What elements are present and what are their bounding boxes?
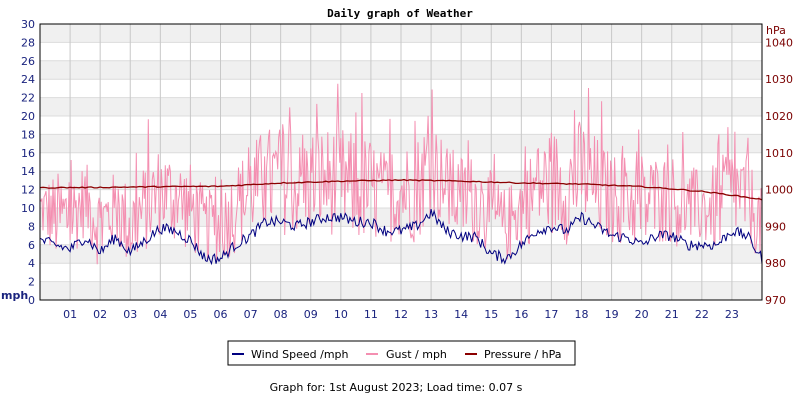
- x-tick-label: 07: [244, 308, 258, 321]
- plot-frame: [39, 23, 763, 301]
- chart-title: Daily graph of Weather: [327, 7, 473, 20]
- series-gust-line: [39, 83, 763, 265]
- series-wind-line: [39, 208, 763, 266]
- x-tick-label: 17: [544, 308, 558, 321]
- y-left-tick-label: 2: [28, 276, 35, 289]
- x-tick-label: 12: [394, 308, 408, 321]
- x-tick-label: 20: [635, 308, 649, 321]
- x-tick-label: 08: [274, 308, 288, 321]
- x-tick-label: 21: [665, 308, 679, 321]
- y-left-tick-label: 12: [21, 184, 35, 197]
- y-right-tick-label: 1000: [765, 184, 793, 197]
- y-left-tick-label: 4: [28, 257, 35, 270]
- y-right-tick-label: 1020: [765, 110, 793, 123]
- y-right-tick-label: 970: [765, 294, 786, 307]
- x-tick-label: 06: [214, 308, 228, 321]
- right-axis-unit: hPa: [766, 24, 786, 37]
- x-tick-label: 02: [93, 308, 107, 321]
- legend-box: [227, 340, 576, 366]
- y-left-tick-label: 20: [21, 110, 35, 123]
- x-tick-label: 18: [575, 308, 589, 321]
- y-left-tick-label: 18: [21, 128, 35, 141]
- y-left-tick-label: 26: [21, 55, 35, 68]
- x-tick-label: 09: [304, 308, 318, 321]
- x-tick-label: 23: [725, 308, 739, 321]
- series-layer: [39, 83, 763, 266]
- x-tick-label: 16: [514, 308, 528, 321]
- legend: Wind Speed /mph Gust / mph Pressure / hP…: [227, 340, 576, 366]
- legend-label-wind: Wind Speed /mph: [251, 348, 349, 361]
- y-left-tick-label: 8: [28, 220, 35, 233]
- y-left-tick-label: 14: [21, 165, 35, 178]
- x-tick-label: 05: [183, 308, 197, 321]
- x-tick-label: 01: [63, 308, 77, 321]
- y-left-tick-label: 28: [21, 36, 35, 49]
- x-tick-label: 22: [695, 308, 709, 321]
- y-right-tick-label: 990: [765, 220, 786, 233]
- x-tick-label: 19: [605, 308, 619, 321]
- x-tick-label: 14: [454, 308, 468, 321]
- y-left-tick-label: 10: [21, 202, 35, 215]
- y-left-tick-label: 22: [21, 92, 35, 105]
- legend-label-gust: Gust / mph: [386, 348, 447, 361]
- x-tick-label: 13: [424, 308, 438, 321]
- y-right-tick-label: 980: [765, 257, 786, 270]
- y-left-tick-label: 30: [21, 18, 35, 31]
- y-right-tick-label: 1030: [765, 73, 793, 86]
- x-tick-label: 03: [123, 308, 137, 321]
- legend-label-pressure: Pressure / hPa: [484, 348, 562, 361]
- x-tick-label: 04: [153, 308, 167, 321]
- y-right-tick-label: 1010: [765, 147, 793, 160]
- y-left-tick-label: 6: [28, 239, 35, 252]
- y-left-tick-label: 0: [28, 294, 35, 307]
- x-tick-label: 10: [334, 308, 348, 321]
- x-tick-label: 11: [364, 308, 378, 321]
- left-axis-unit: mph: [1, 289, 28, 302]
- y-left-tick-label: 16: [21, 147, 35, 160]
- x-tick-label: 15: [484, 308, 498, 321]
- footer-text: Graph for: 1st August 2023; Load time: 0…: [270, 381, 523, 394]
- axes-layer: 0246810121416182022242628309709809901000…: [21, 18, 793, 321]
- y-left-tick-label: 24: [21, 73, 35, 86]
- y-right-tick-label: 1040: [765, 36, 793, 49]
- series-pressure-line: [39, 178, 763, 201]
